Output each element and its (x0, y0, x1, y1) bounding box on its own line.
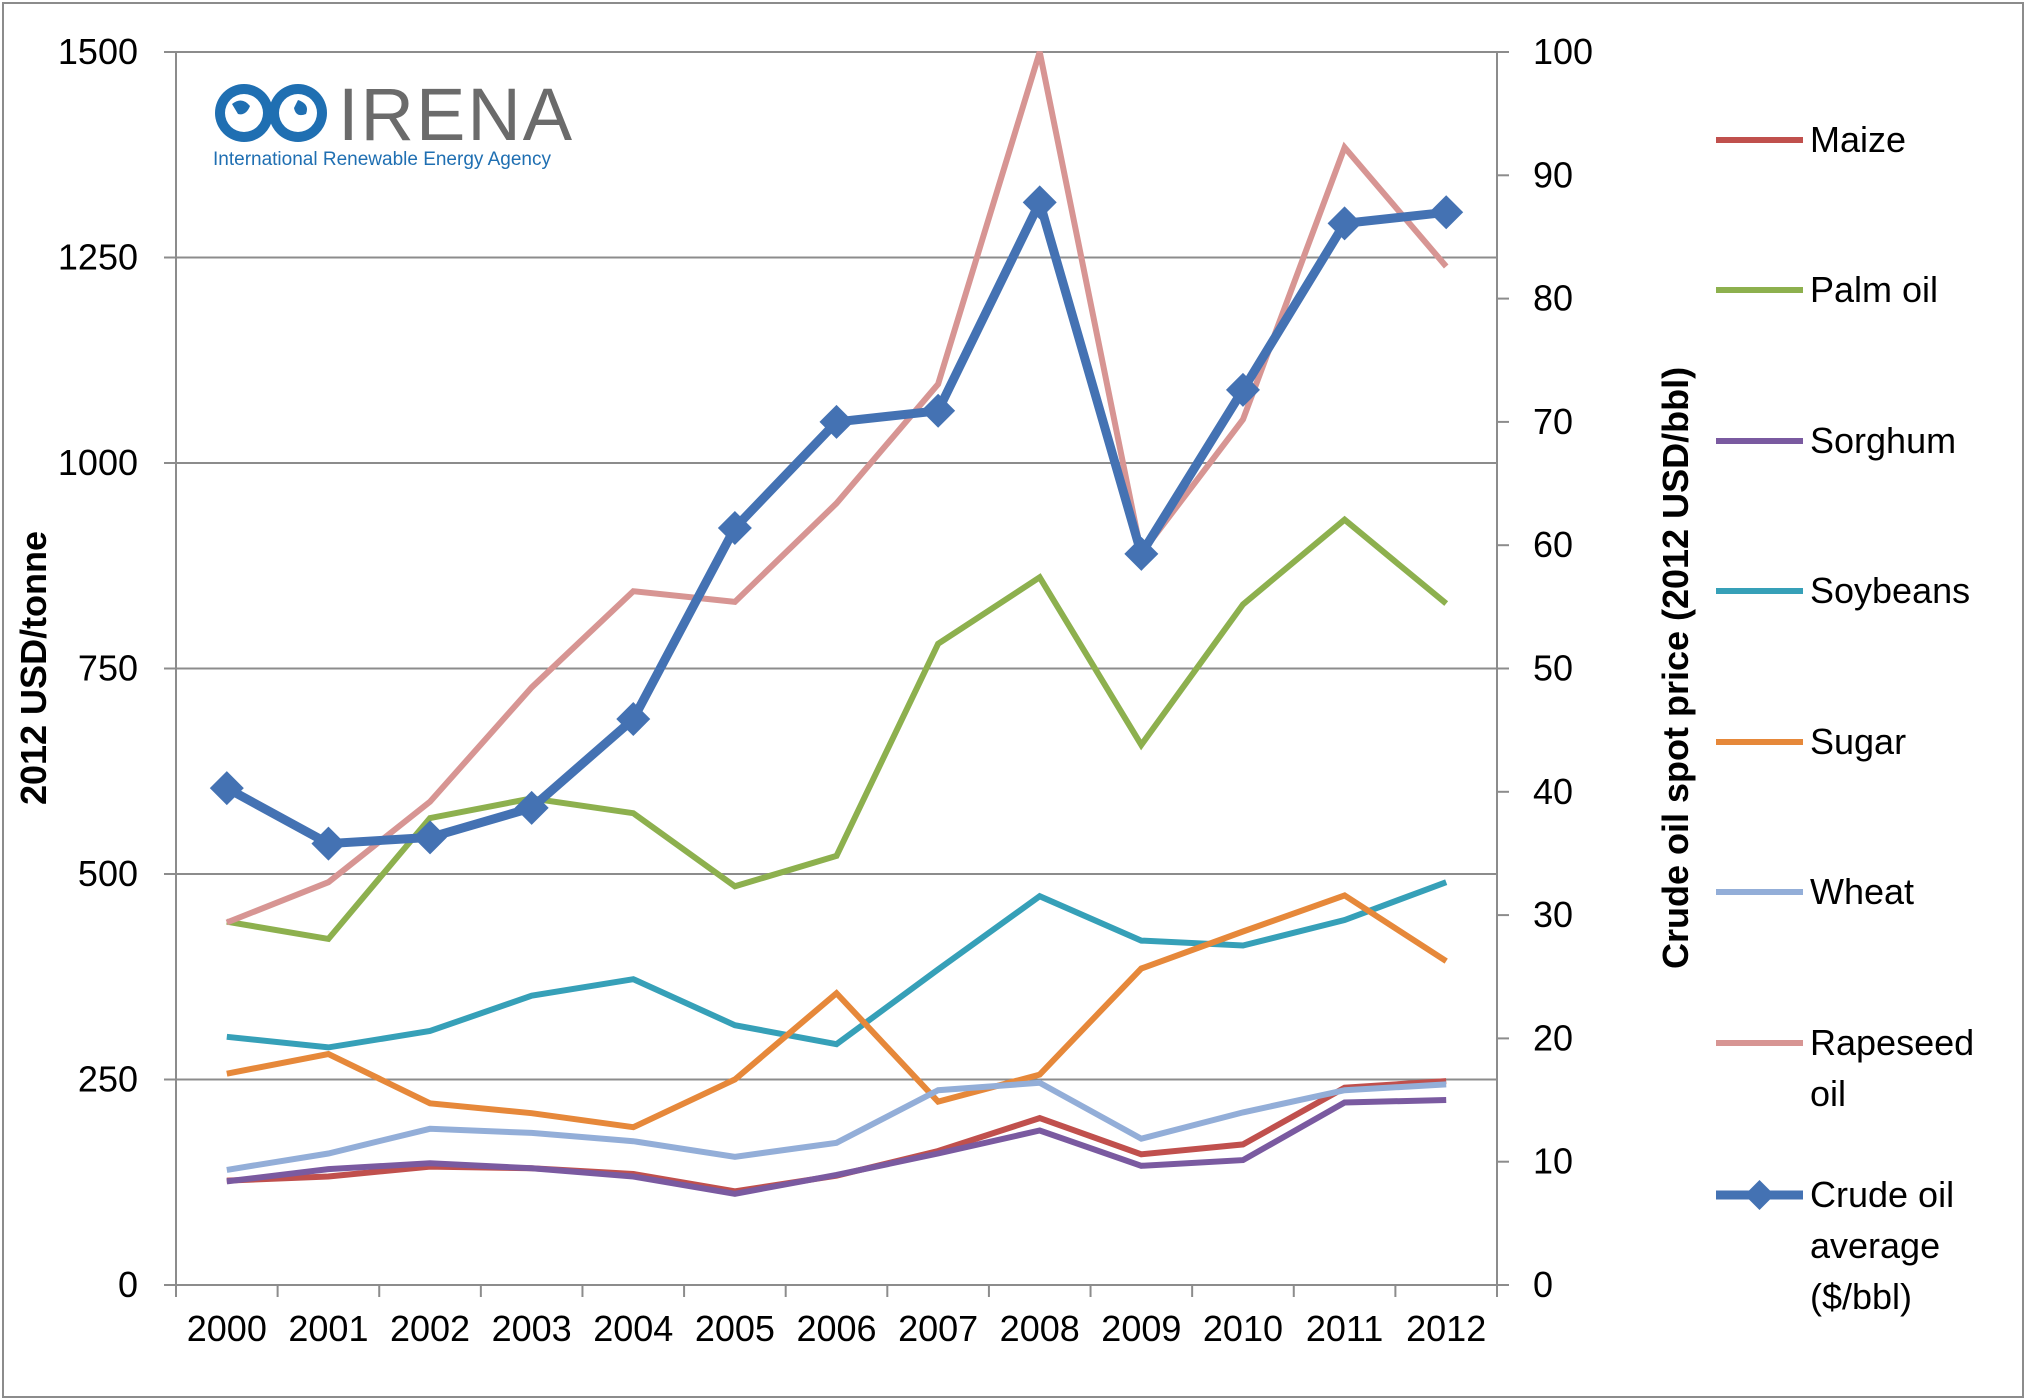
series-line-crude-oil-average-bbl (224, 189, 1447, 849)
y2-tick-label: 90 (1533, 154, 1573, 195)
data-point-crude-oil-average-bbl (1124, 536, 1159, 571)
y2-tick-label: 20 (1533, 1017, 1573, 1058)
legend-label-line: average (1810, 1225, 1940, 1266)
data-point-crude-oil-average-bbl (616, 702, 651, 737)
x-tick-label: 2012 (1406, 1308, 1486, 1349)
y-tick-label: 0 (118, 1264, 138, 1305)
legend-label-line: Rapeseed (1810, 1022, 1974, 1063)
series-line-rapeseed-oil (225, 51, 1449, 926)
x-tick-label: 2007 (898, 1308, 978, 1349)
data-point-crude-oil-average-bbl (921, 393, 956, 428)
x-tick-label: 2002 (390, 1308, 470, 1349)
y-tick-label: 500 (78, 853, 138, 894)
y2-tick-label: 50 (1533, 648, 1573, 689)
legend-label-line: Soybeans (1810, 570, 1970, 611)
y-tick-label: 1000 (58, 442, 138, 483)
y2-tick-label: 100 (1533, 31, 1593, 72)
y2-tick-label: 40 (1533, 771, 1573, 812)
x-tick-label: 2001 (288, 1308, 368, 1349)
series-lines (209, 51, 1464, 1197)
legend-label-maize: Maize (1810, 119, 1906, 160)
series-line-sorghum (226, 1097, 1447, 1197)
legend-label-line: Palm oil (1810, 269, 1938, 310)
x-tick-label: 2004 (593, 1308, 673, 1349)
logo-subtitle: International Renewable Energy Agency (213, 149, 552, 170)
globe-infinity-icon (215, 84, 327, 142)
legend-label-line: Crude oil (1810, 1174, 1954, 1215)
legend-label-line: Sugar (1810, 721, 1906, 762)
y-tick-label: 1500 (58, 31, 138, 72)
series-line-palm-oil (226, 515, 1449, 943)
x-tick-label: 2000 (187, 1308, 267, 1349)
y-axis-title: 2012 USD/tonne (13, 531, 54, 805)
data-point-crude-oil-average-bbl (1327, 206, 1362, 241)
legend-marker-crude-oil-average-bbl (1744, 1180, 1775, 1210)
x-tick-label: 2010 (1203, 1308, 1283, 1349)
y-tick-label: 1250 (58, 237, 138, 278)
legend-label-wheat: Wheat (1810, 871, 1914, 912)
x-tick-label: 2011 (1306, 1308, 1383, 1349)
gridlines (176, 51, 1497, 1081)
data-point-crude-oil-average-bbl (1022, 185, 1057, 220)
legend-label-crude-oil-average-bbl: Crude oil average ($/bbl) (1810, 1174, 1954, 1317)
data-point-crude-oil-average-bbl (1429, 195, 1464, 230)
legend-label-sorghum: Sorghum (1810, 420, 1956, 461)
series-line-wheat (226, 1079, 1447, 1173)
logo-name: IRENA (338, 73, 574, 156)
y2-tick-label: 30 (1533, 894, 1573, 935)
y2-axis-title: Crude oil spot price (2012 USD/bbl) (1655, 367, 1696, 969)
y2-tick-label: 70 (1533, 401, 1573, 442)
data-point-crude-oil-average-bbl (1225, 372, 1260, 407)
legend-label-soybeans: Soybeans (1810, 570, 1970, 611)
legend-label-sugar: Sugar (1810, 721, 1906, 762)
legend-label-rapeseed-oil: Rapeseed oil (1810, 1022, 1974, 1114)
legend-label-line: Sorghum (1810, 420, 1956, 461)
legend-label-line: oil (1810, 1073, 1846, 1114)
legend-label-line: Wheat (1810, 871, 1914, 912)
axes: 0 250 500 750 1000 1250 1500 0 10 20 30 40 50 60 70 80 9… (58, 31, 1593, 1349)
data-point-crude-oil-average-bbl (717, 510, 752, 545)
data-point-crude-oil-average-bbl (514, 790, 549, 825)
x-tick-label: 2009 (1101, 1308, 1181, 1349)
x-tick-label: 2006 (796, 1308, 876, 1349)
irena-logo: IRENA International Renewable Energy Age… (213, 73, 574, 170)
y2-tick-label: 0 (1533, 1264, 1553, 1305)
y-tick-label: 750 (78, 648, 138, 689)
x-tick-label: 2003 (492, 1308, 572, 1349)
y2-tick-label: 60 (1533, 524, 1573, 565)
series-line-soybeans (226, 879, 1448, 1051)
legend-label-line: ($/bbl) (1810, 1276, 1912, 1317)
x-tick-label: 2008 (1000, 1308, 1080, 1349)
y-tick-label: 250 (78, 1059, 138, 1100)
legend-label-line: Maize (1810, 119, 1906, 160)
data-point-crude-oil-average-bbl (413, 820, 448, 855)
data-point-crude-oil-average-bbl (819, 404, 854, 439)
data-point-crude-oil-average-bbl (209, 771, 244, 806)
y2-tick-label: 10 (1533, 1141, 1573, 1182)
y2-tick-label: 80 (1533, 278, 1573, 319)
x-tick-label: 2005 (695, 1308, 775, 1349)
data-point-crude-oil-average-bbl (311, 826, 346, 861)
series-line-sugar (226, 892, 1448, 1131)
legend-label-palm-oil: Palm oil (1810, 269, 1938, 310)
legend: Maize Palm oil Sorghum Soybeans Sugar Wheat Ra… (1716, 119, 1974, 1317)
